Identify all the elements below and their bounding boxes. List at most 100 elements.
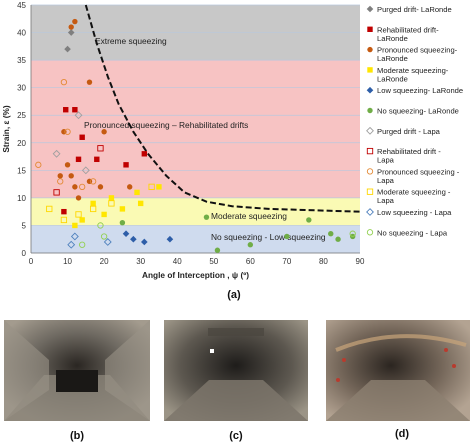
zone-band-1 (31, 60, 360, 198)
data-point-s3-2 (108, 195, 115, 201)
caption-c: (c) (229, 430, 243, 442)
data-point-s8-2 (64, 128, 71, 135)
zone-band-2 (31, 197, 360, 226)
data-point-s2-0 (68, 24, 74, 30)
legend-marker-11 (366, 229, 374, 236)
data-point-s10-0 (67, 240, 76, 249)
zone-label: Pronounced squeezing – Rehabilitated dri… (84, 120, 248, 130)
data-point-s0-1 (64, 45, 71, 53)
data-point-s2-4 (101, 129, 107, 135)
data-point-s11-0 (79, 241, 86, 248)
data-point-s9-2 (75, 211, 82, 218)
data-point-s9-4 (108, 200, 115, 207)
data-point-s2-9 (72, 184, 78, 190)
data-point-s4-2 (141, 238, 148, 246)
data-point-s10-1 (103, 238, 112, 246)
data-point-s3-8 (119, 206, 126, 212)
legend-label-5: No squeezing- LaRonde (377, 107, 459, 116)
zone-label: No squeezing - Low squeezing (211, 232, 326, 242)
data-point-s1-1 (72, 107, 78, 113)
data-point-s8-0 (60, 79, 68, 86)
data-point-s2-8 (68, 173, 74, 179)
legend-marker-5 (367, 107, 373, 114)
tunnel-photo-d (326, 320, 470, 421)
x-tick-label: 20 (100, 257, 109, 266)
legend-label-0: Purged drift- LaRonde (377, 5, 452, 14)
legend-marker-7 (366, 147, 374, 155)
data-point-s7-1 (53, 189, 60, 196)
x-tick-label: 0 (29, 257, 34, 266)
boundary-curve (84, 4, 361, 213)
legend-marker-1 (367, 26, 373, 32)
data-point-s5-0 (214, 247, 221, 253)
legend-label-8: Pronounced squeezing -Lapa (377, 167, 460, 185)
data-point-s5-1 (247, 242, 254, 248)
data-point-s4-3 (166, 235, 174, 243)
data-point-s2-11 (127, 184, 133, 190)
y-tick-label: 30 (17, 84, 26, 93)
y-tick-label: 25 (17, 111, 26, 120)
legend-label-9: Moderate squeezing -Lapa (377, 188, 451, 206)
data-point-s5-6 (306, 217, 312, 223)
data-point-s1-6 (141, 151, 148, 157)
legend-label-7: Rehabilitated drift -Lapa (377, 147, 441, 165)
data-point-s5-3 (328, 231, 334, 237)
data-point-s3-0 (90, 200, 96, 207)
data-point-s1-4 (94, 156, 100, 163)
legend-label-1: Rehabilitated drift-LaRonde (377, 25, 439, 43)
data-point-s9-3 (89, 205, 97, 213)
x-tick-label: 40 (173, 257, 182, 266)
x-tick-label: 90 (356, 257, 365, 266)
data-point-s0-0 (67, 29, 75, 36)
zone-label: Extreme squeezing (95, 36, 167, 46)
data-point-s2-10 (75, 195, 82, 201)
data-point-s8-3 (57, 178, 64, 185)
caption-a: (a) (227, 289, 241, 301)
strain-vs-angle-chart: 0 5 10 15 20 25 30 35 40 45 0 10 20 30 40 50 60 70 80 90 Ext… (1, 1, 463, 280)
data-point-s1-7 (61, 208, 67, 215)
data-point-s6-1 (81, 166, 90, 175)
data-point-s4-0 (122, 230, 130, 238)
legend-marker-6 (366, 126, 374, 135)
y-tick-label: 10 (17, 194, 26, 203)
data-point-s2-5 (64, 162, 71, 168)
data-point-s3-4 (137, 200, 144, 207)
y-axis-title: Strain, ε (%) (1, 105, 11, 153)
data-point-s11-2 (97, 222, 104, 229)
data-point-s1-3 (75, 156, 82, 163)
tunnel-photo-c (164, 320, 308, 421)
data-point-s2-2 (86, 79, 93, 85)
data-point-s5-2 (284, 233, 290, 240)
data-point-s2-12 (57, 173, 63, 179)
y-tick-label: 5 (22, 221, 27, 230)
data-point-s7-0 (97, 145, 104, 152)
x-tick-label: 50 (209, 257, 218, 266)
legend-marker-3 (367, 67, 373, 73)
data-point-s1-0 (63, 107, 69, 113)
data-point-s3-5 (72, 222, 78, 229)
legend-marker-4 (366, 86, 374, 94)
data-point-s6-2 (52, 149, 61, 158)
x-tick-label: 80 (319, 257, 328, 266)
x-tick-label: 60 (246, 257, 255, 266)
data-point-s6-0 (74, 111, 83, 120)
legend-marker-8 (366, 168, 374, 175)
legend-label-2: Pronounced squeezing-LaRonde (377, 46, 458, 64)
x-tick-label: 30 (136, 257, 145, 266)
data-point-s10-2 (70, 232, 79, 241)
tunnel-photo-b (4, 320, 150, 421)
tunnel-image-c (164, 320, 308, 421)
legend-label-3: Moderate squeezing-LaRonde (377, 66, 449, 84)
data-point-s9-1 (60, 216, 68, 224)
x-tick-label: 70 (282, 257, 291, 266)
caption-b: (b) (69, 430, 85, 442)
legend-label-4: Low squeezing- LaRonde (377, 86, 463, 95)
legend-marker-0 (366, 5, 374, 13)
y-tick-label: 20 (17, 139, 26, 148)
data-point-s2-1 (72, 18, 78, 25)
data-point-s3-7 (156, 184, 162, 190)
data-point-s11-3 (349, 230, 356, 237)
tunnel-image-b (4, 320, 150, 421)
light-spot (210, 349, 214, 353)
legend-marker-9 (366, 188, 374, 195)
